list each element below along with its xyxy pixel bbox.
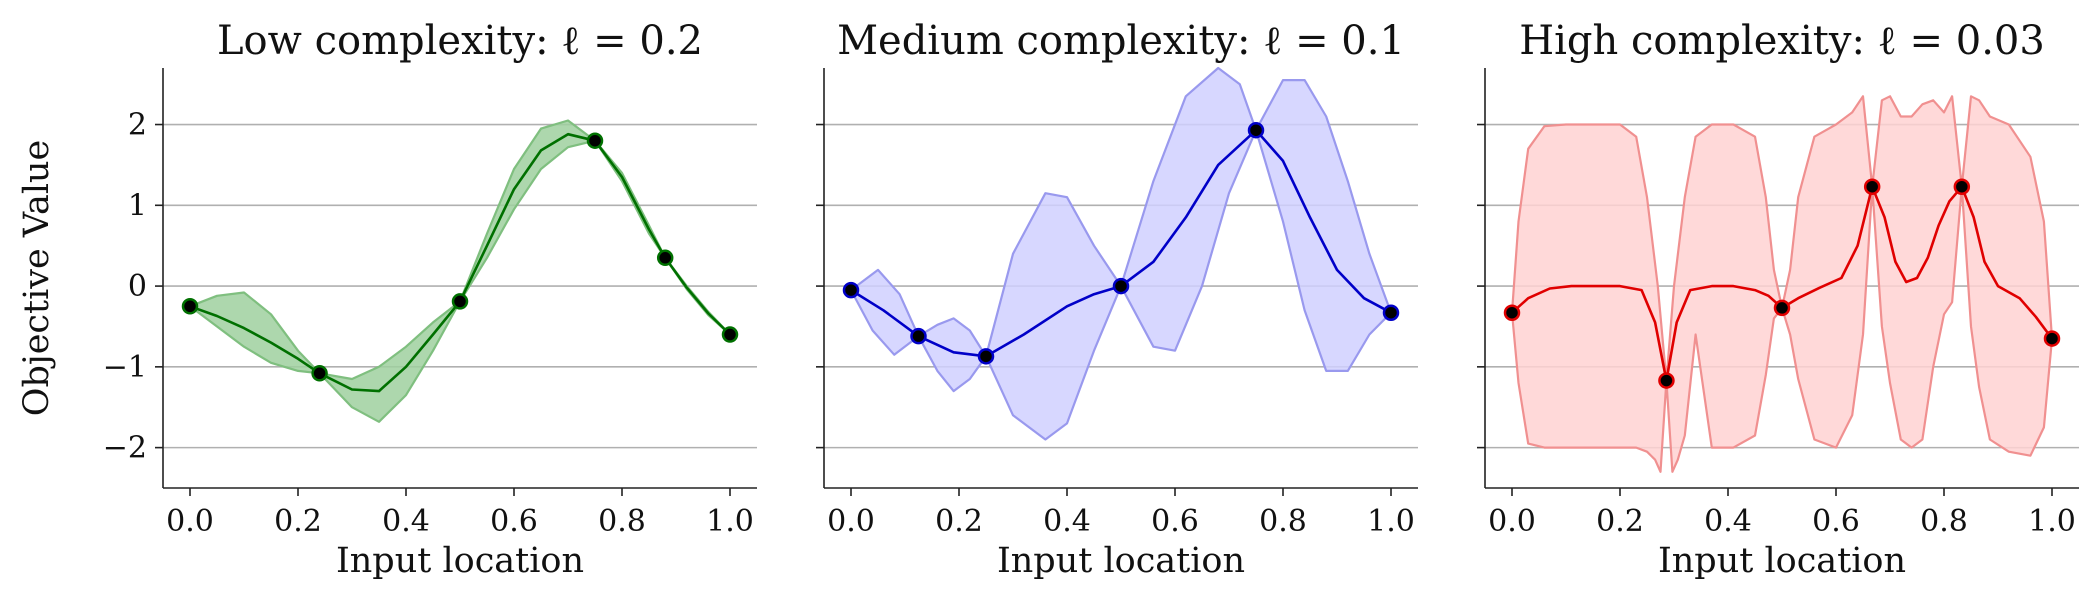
y-tick-label: 1 [128,188,147,223]
mean-line [189,132,731,393]
y-tick-label: 0 [128,269,147,304]
mean-line [850,128,1392,358]
x-tick-label: 0.8 [1920,504,1968,539]
panel-1: 0.0 0.2 0.4 0.6 0.8 1.0 2 1 0 −1 −2 Low complexity:… [17,18,757,581]
x-tick-label: 0.6 [1812,504,1860,539]
x-tick-label: 0.8 [1259,504,1307,539]
observation-point [1503,304,1521,321]
observation-point [842,281,860,299]
x-tick-label: 0.6 [490,504,538,539]
observation-point [977,348,995,365]
panel-title: High complexity: ℓ = 0.03 [1519,18,2045,64]
observation-point [1112,277,1130,295]
x-tick-label: 0.8 [598,504,646,539]
x-tick-label: 0.4 [382,504,430,539]
x-tick-label: 0.4 [1704,504,1752,539]
observation-point [451,293,469,310]
observation-point [656,249,674,267]
x-tick-label: 0.0 [166,504,214,539]
x-tick-label: 0.0 [1488,504,1536,539]
observation-point [910,327,927,345]
observation-point [1863,178,1881,195]
x-tick-label: 0.4 [1043,504,1091,539]
panel-title: Medium complexity: ℓ = 0.1 [837,18,1405,64]
y-tick-label: −1 [103,350,147,385]
band-lower-edge [189,139,731,423]
confidence-band [1512,96,2052,472]
x-tick-label: 0.6 [1151,504,1199,539]
observation-point [1953,178,1971,195]
confidence-band [851,68,1391,440]
panel-2: 0.0 0.2 0.4 0.6 0.8 1.0 Medium complexity: ℓ =… [816,18,1418,581]
observation-point [1773,299,1791,317]
band-upper-edge [850,66,1393,358]
band-lower-edge [1510,185,2054,473]
observation-point [721,326,739,343]
observation-point [586,132,604,149]
x-tick-label: 1.0 [1367,504,1415,539]
band-lower-edge [850,129,1392,441]
x-axis-label: Input location [336,541,584,581]
x-tick-label: 0.2 [935,504,983,539]
x-tick-label: 0.2 [1596,504,1644,539]
x-axis-label: Input location [1658,541,1906,581]
y-axis-label: Objective Value [17,140,57,417]
x-tick-label: 0.0 [827,504,875,539]
panel-3: 0.0 0.2 0.4 0.6 0.8 1.0 High complexity: ℓ = 0… [1477,18,2079,581]
mean-line [1511,185,2054,382]
x-axis-label: Input location [997,541,1245,581]
x-tick-label: 1.0 [706,504,754,539]
x-tick-label: 1.0 [2028,504,2076,539]
x-tick-label: 0.2 [274,504,322,539]
observation-point [2043,330,2061,347]
observation-point [1658,372,1675,389]
observation-point [181,298,199,315]
y-tick-label: −2 [103,431,147,466]
observation-point [311,365,328,382]
confidence-band [190,120,730,422]
panel-title: Low complexity: ℓ = 0.2 [217,18,703,64]
y-tick-label: 2 [128,108,147,143]
observation-point [1247,121,1265,139]
observation-point [1382,304,1400,321]
